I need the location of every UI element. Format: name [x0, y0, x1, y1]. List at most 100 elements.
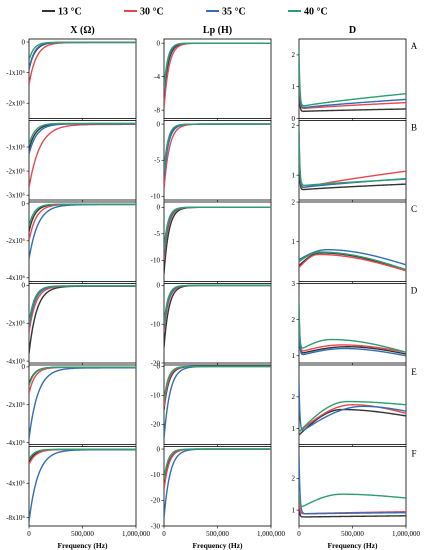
series-line — [299, 305, 406, 353]
x-tick-label: 1,000,000 — [122, 530, 151, 538]
y-tick-label: -30 — [151, 522, 161, 530]
series-line — [299, 253, 406, 272]
series-line — [299, 125, 406, 187]
panel: 0 -5 -10 — [151, 201, 272, 284]
x-tick-label: 500,000 — [71, 530, 94, 538]
legend-entry: 40 °C — [288, 7, 328, 18]
x-tick-label: 0 — [27, 530, 31, 538]
x-tick-label: 500,000 — [341, 530, 364, 538]
series-line — [29, 41, 136, 61]
series-line — [164, 448, 271, 480]
plot-frame — [28, 364, 137, 445]
panel: 1 2 3 — [292, 280, 407, 366]
legend-label: 40 °C — [304, 7, 328, 18]
panel: 0 -4 -8 — [154, 38, 272, 121]
series-line — [29, 366, 136, 387]
series-group — [164, 123, 271, 190]
series-line — [299, 61, 406, 109]
panel: 0 -1x10⁶ -2x10⁶ — [6, 38, 137, 121]
panel: 12 — [292, 120, 407, 203]
y-tick-label: 1 — [292, 506, 296, 514]
plot-frame — [163, 283, 272, 364]
y-tick-label: -2x10⁶ — [6, 237, 25, 245]
series-group — [164, 42, 271, 109]
y-tick-label: -4x10⁶ — [6, 357, 25, 365]
series-line — [299, 312, 406, 355]
panel: 12 — [292, 446, 407, 529]
series-group — [164, 448, 271, 519]
series-group — [299, 125, 406, 191]
series-group — [29, 41, 136, 85]
y-tick-label: 1 — [292, 425, 296, 433]
y-tick-label: 1 — [292, 83, 296, 91]
y-tick-label: 2 — [292, 198, 296, 206]
x-tick-label: 1,000,000 — [257, 530, 286, 538]
series-group — [29, 285, 136, 354]
series-line — [299, 490, 406, 508]
row-label: D — [411, 286, 418, 296]
series-line — [299, 48, 406, 107]
y-tick-label: -10 — [151, 321, 161, 329]
panel: 0 -2x10⁶ -4x10⁶ — [6, 363, 137, 447]
panel: -1x10⁶ -2x10⁶ -3x10⁶ — [6, 120, 137, 203]
panel: 0 -10 -20 — [151, 363, 272, 447]
panel: 0 -5 -10 — [151, 120, 272, 203]
row-label: C — [411, 204, 417, 214]
x-axis-title: Frequency (Hz) — [192, 541, 243, 550]
x-tick-label: 0 — [297, 530, 301, 538]
series-line — [299, 251, 406, 271]
panel: 12 — [292, 364, 407, 447]
y-tick-label: -1x10⁶ — [6, 143, 25, 151]
plot-frame — [28, 446, 137, 527]
series-line — [164, 123, 271, 172]
x-axis-title: Frequency (Hz) — [327, 541, 378, 550]
plot-frame — [28, 201, 137, 282]
series-group — [29, 448, 136, 522]
y-tick-label: -20 — [151, 497, 161, 505]
y-tick-label: -10 — [151, 471, 161, 479]
y-tick-label: 0 — [157, 363, 161, 371]
y-tick-label: 0 — [157, 204, 161, 212]
y-tick-label: 2 — [292, 122, 296, 130]
x-tick-label: 0 — [162, 530, 166, 538]
series-group — [299, 452, 406, 518]
series-line — [164, 42, 271, 90]
series-line — [299, 301, 406, 353]
series-line — [299, 252, 406, 272]
series-group — [299, 301, 406, 357]
panel: 0 -2x10⁶ -4x10⁶ — [6, 282, 137, 366]
plot-frame — [163, 446, 272, 527]
column-title: X (Ω) — [70, 25, 94, 36]
legend: 13 °C 30 °C 35 °C 40 °C — [42, 7, 328, 18]
y-tick-label: -5 — [154, 157, 160, 165]
y-tick-label: 0 — [292, 115, 296, 123]
y-tick-label: 2 — [292, 475, 296, 483]
y-tick-label: -2x10⁶ — [6, 401, 25, 409]
y-tick-label: -2x10⁶ — [6, 100, 25, 108]
y-tick-label: 0 — [22, 200, 26, 208]
panel: 0 1 2 — [292, 38, 407, 123]
legend-label: 30 °C — [140, 7, 164, 18]
panels-grid: 0-1x10⁶-2x10⁶0-4-8012-1x10⁶-2x10⁶-3x10⁶0… — [6, 38, 407, 530]
series-group — [299, 380, 406, 436]
series-line — [29, 448, 136, 460]
y-tick-label: -8x10⁶ — [6, 514, 25, 522]
y-tick-label: -8 — [154, 106, 160, 114]
panel: 12 — [292, 198, 407, 284]
y-tick-label: -10 — [151, 392, 161, 400]
panel: -4x10⁶ -8x10⁶ — [6, 446, 137, 529]
series-line — [299, 380, 406, 431]
series-group — [29, 203, 136, 260]
row-label: F — [411, 449, 416, 459]
series-group — [164, 284, 271, 348]
series-line — [299, 452, 406, 515]
plot-frame — [163, 201, 272, 282]
x-tick-label: 1,000,000 — [392, 530, 421, 538]
series-group — [29, 366, 136, 439]
y-tick-label: -20 — [151, 359, 161, 367]
y-tick-label: 2 — [292, 316, 296, 324]
y-tick-label: 2 — [292, 51, 296, 59]
legend-entry: 35 °C — [206, 7, 246, 18]
x-axis-title: Frequency (Hz) — [57, 541, 108, 550]
